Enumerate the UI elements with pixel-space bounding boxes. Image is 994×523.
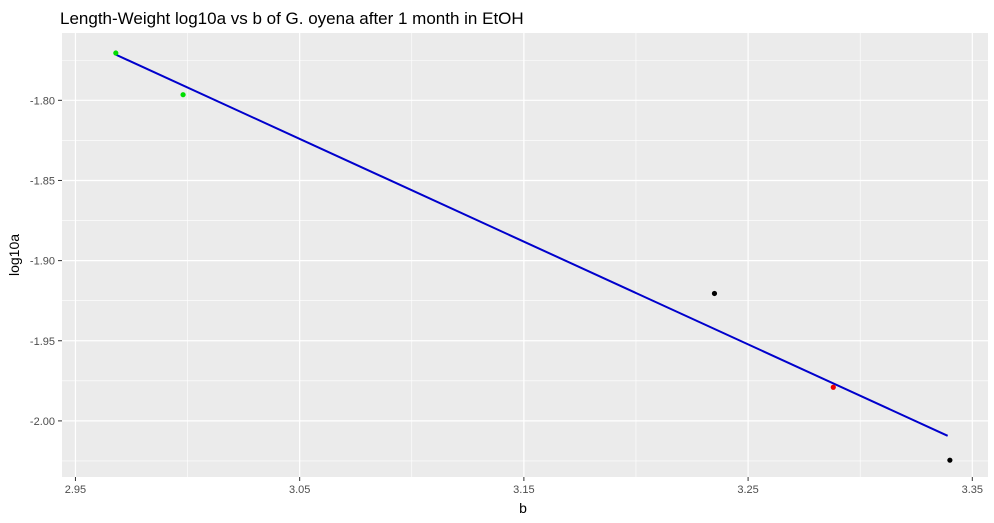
x-tick-label: 3.05 (289, 484, 310, 496)
data-point (830, 384, 836, 390)
x-tick-label: 2.95 (65, 484, 86, 496)
data-point (113, 50, 119, 56)
y-tick-label: -1.80 (30, 95, 55, 107)
data-point (947, 457, 953, 463)
x-axis-title: b (519, 500, 527, 516)
y-tick-label: -2.00 (30, 416, 55, 428)
y-axis-ticks: -2.00 -1.95 -1.90 -1.85 -1.80 (30, 95, 62, 428)
fit-line-group (115, 53, 949, 437)
y-tick-label: -1.85 (30, 175, 55, 187)
x-axis-ticks: 2.95 3.05 3.15 3.25 3.35 (65, 477, 983, 496)
major-gridlines (62, 33, 988, 477)
fit-line (115, 53, 949, 437)
chart-title: Length-Weight log10a vs b of G. oyena af… (60, 9, 524, 28)
x-tick-label: 3.25 (737, 484, 758, 496)
y-axis-title: log10a (6, 234, 22, 276)
minor-gridlines (62, 33, 988, 477)
data-point (180, 92, 186, 98)
x-tick-label: 3.15 (513, 484, 534, 496)
data-point (711, 290, 718, 297)
data-points (113, 50, 953, 463)
x-tick-label: 3.35 (962, 484, 983, 496)
y-tick-label: -1.95 (30, 336, 55, 348)
y-tick-label: -1.90 (30, 256, 55, 268)
plot-panel (62, 33, 988, 477)
